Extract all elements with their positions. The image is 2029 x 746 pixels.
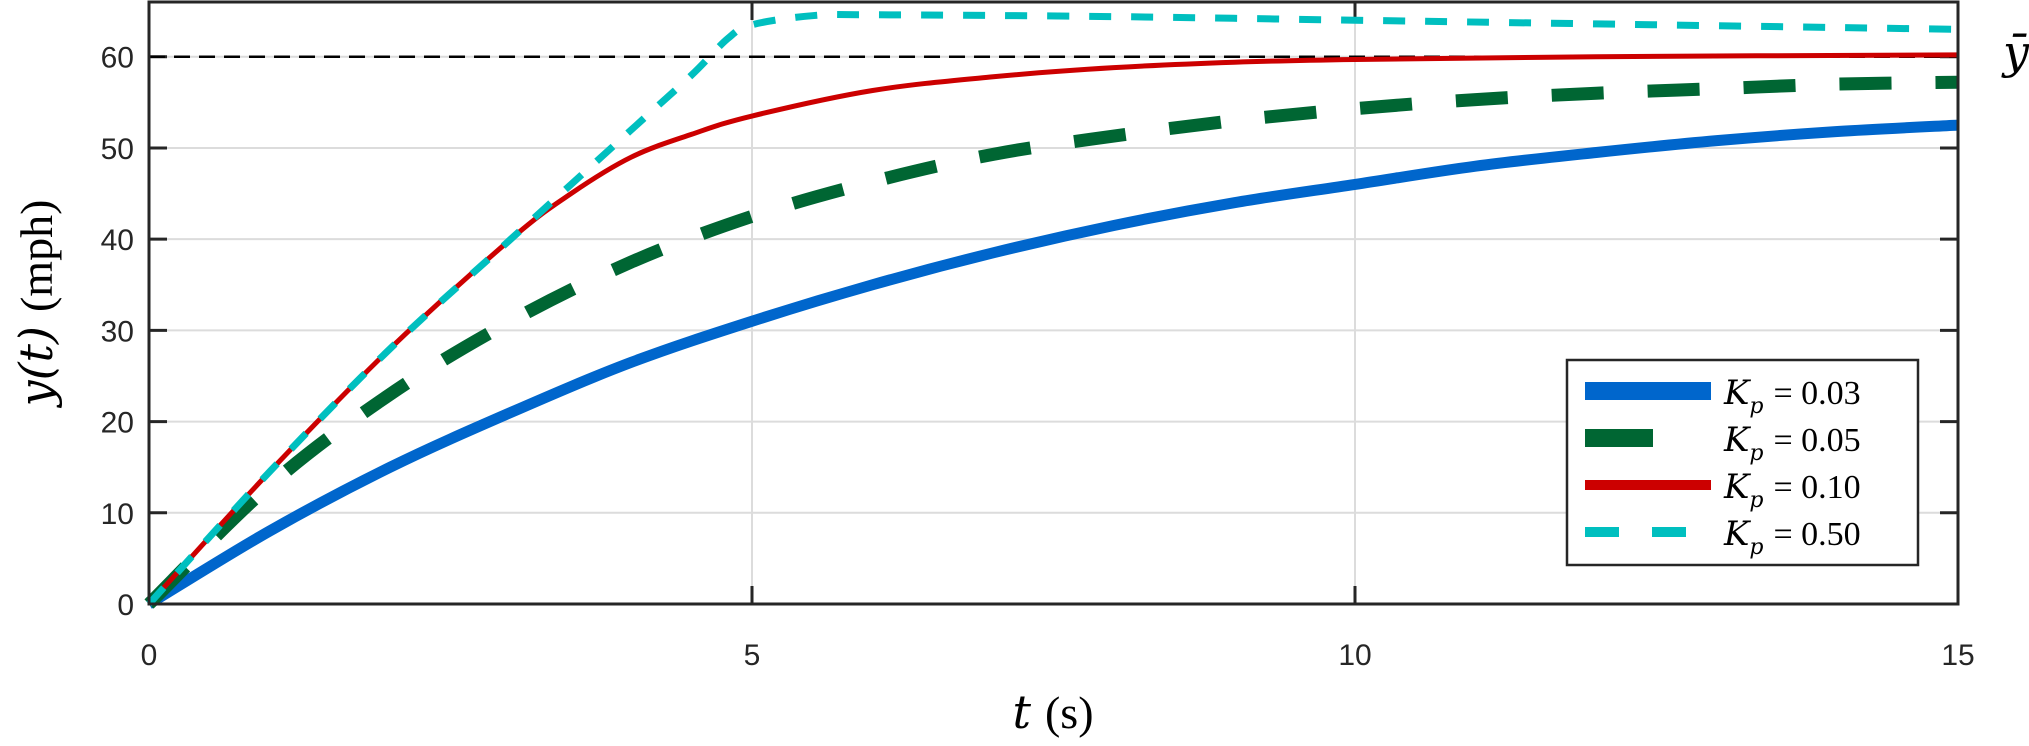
x-tick-label: 10: [1338, 639, 1371, 672]
legend-label-1: Kp = 0.05: [1723, 420, 1861, 466]
y-tick-label: 20: [101, 407, 134, 440]
legend-label-value: = 0.05: [1774, 422, 1861, 459]
series-lines: [144, 11, 1959, 609]
x-tick-label: 15: [1941, 639, 1974, 672]
legend-swatch-1: [1585, 429, 1653, 447]
legend-label-var: K: [1723, 420, 1752, 460]
series-line-1: [144, 75, 1959, 609]
plot-frame: [147, 0, 1960, 606]
x-axis-label-var: t: [1012, 685, 1031, 739]
y-tick-label: 60: [101, 42, 134, 75]
legend-swatch-0: [1585, 382, 1711, 400]
legend-swatch-3: [1585, 527, 1619, 537]
x-tick-label: 0: [141, 639, 158, 672]
legend-label-var: K: [1723, 373, 1752, 413]
legend-label-sub: p: [1749, 488, 1763, 513]
legend-label-value: = 0.50: [1774, 516, 1861, 553]
y-axis-label-var: y(t): [9, 326, 63, 408]
legend-label-sub: p: [1749, 441, 1763, 466]
y-tick-label: 0: [117, 589, 134, 622]
x-axis-label-unit: (s): [1045, 687, 1094, 738]
legend-label-value: = 0.03: [1774, 375, 1861, 412]
legend-swatch-3: [1652, 527, 1686, 537]
y-tick-label: 30: [101, 315, 134, 348]
legend-label-sub: p: [1749, 394, 1763, 419]
y-tick-label: 50: [101, 133, 134, 166]
reference-line-label: ȳ: [2001, 25, 2029, 79]
legend-label-0: Kp = 0.03: [1723, 373, 1861, 419]
legend-label-var: K: [1723, 467, 1752, 507]
legend: Kp = 0.03 Kp = 0.05 Kp = 0.10 Kp = 0.50: [1565, 358, 1920, 567]
legend-label-sub: p: [1749, 535, 1763, 560]
y-axis-label-unit: (mph): [11, 200, 62, 312]
legend-label-value: = 0.10: [1774, 469, 1861, 506]
legend-swatch-2: [1585, 480, 1711, 490]
y-tick-label: 40: [101, 224, 134, 257]
legend-label-2: Kp = 0.10: [1723, 467, 1861, 513]
legend-label-var: K: [1723, 514, 1752, 554]
legend-label-3: Kp = 0.50: [1723, 514, 1861, 560]
y-tick-label: 10: [101, 498, 134, 531]
y-axis-label: y(t) (mph): [9, 200, 63, 409]
x-tick-label: 5: [744, 639, 761, 672]
tick-labels: 0 5 10 15 0 10 20 30 40 50 60: [101, 42, 1975, 672]
series-line-0: [146, 119, 1959, 609]
series-line-3: [146, 11, 1959, 607]
x-axis-label: t (s): [1012, 685, 1093, 739]
